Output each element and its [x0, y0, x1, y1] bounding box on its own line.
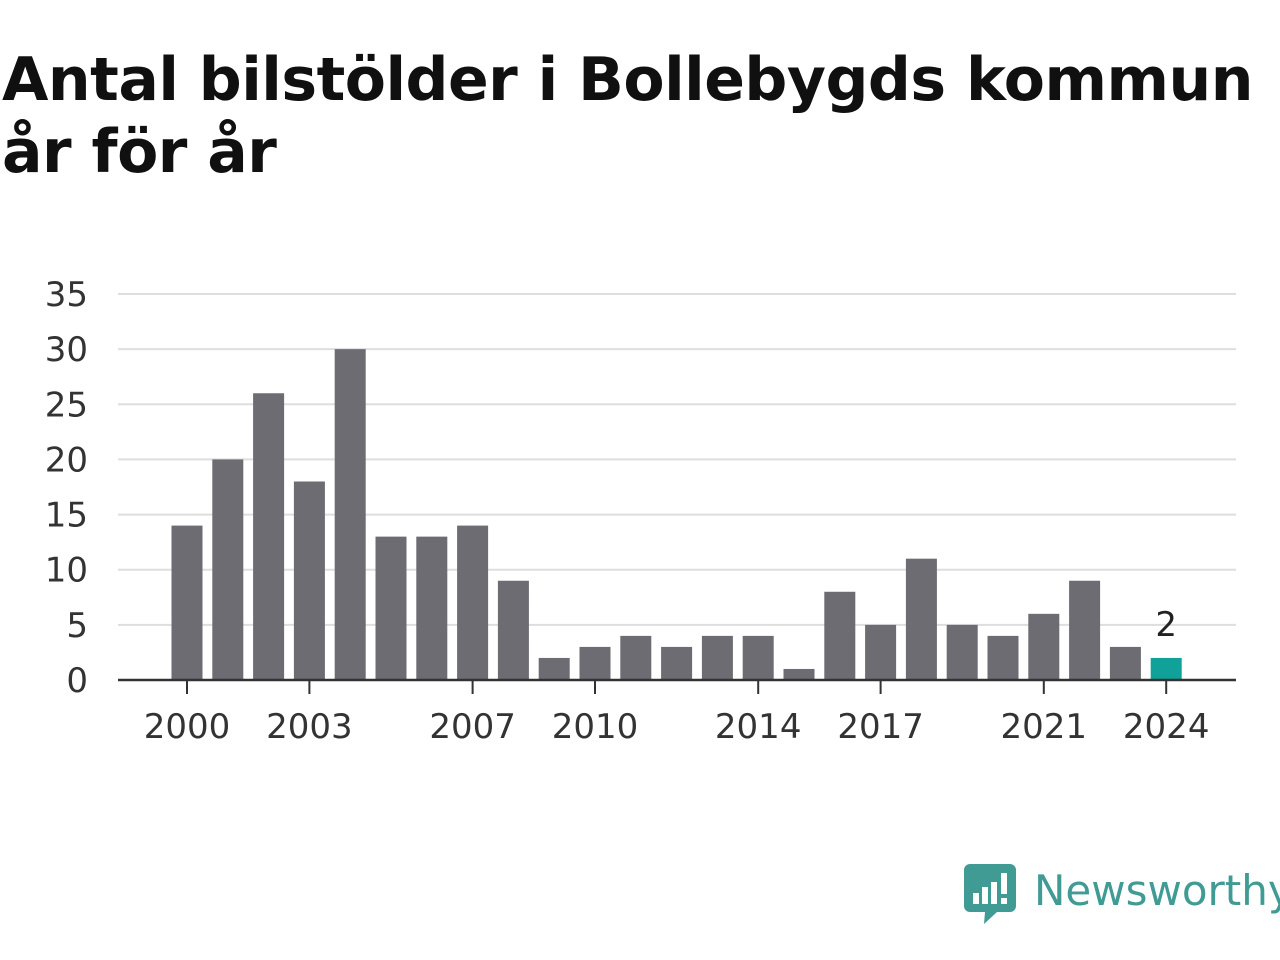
brand-logo: Newsworthy — [964, 864, 1280, 928]
bar-2017 — [865, 624, 897, 680]
brand-name: Newsworthy — [1034, 866, 1280, 915]
data-label-2024: 2 — [1155, 605, 1177, 645]
bar-2021 — [1028, 613, 1060, 680]
x-tick-label: 2003 — [266, 707, 353, 747]
bar-2003 — [293, 481, 325, 680]
y-tick-label: 25 — [45, 385, 88, 425]
bar-2015 — [783, 668, 815, 680]
x-tick-label: 2000 — [144, 707, 231, 747]
bar-2024 — [1150, 657, 1182, 680]
bar-2001 — [212, 459, 244, 680]
x-tick-label: 2007 — [429, 707, 516, 747]
y-tick-label: 15 — [45, 496, 88, 536]
y-tick-label: 0 — [66, 661, 88, 701]
y-tick-label: 10 — [45, 551, 88, 591]
x-tick-label: 2010 — [552, 707, 639, 747]
bar-2023 — [1109, 646, 1141, 680]
x-tick-label: 2024 — [1123, 707, 1210, 747]
bars — [171, 349, 1182, 680]
bar-2011 — [620, 635, 652, 680]
bar-2005 — [375, 536, 407, 680]
chart-title: Antal bilstölder i Bollebygds kommun år … — [2, 45, 1253, 187]
bar-2022 — [1069, 580, 1101, 680]
y-axis: 0 5 10 15 20 25 30 35 — [45, 275, 88, 701]
y-tick-label: 20 — [45, 440, 88, 480]
bar-2002 — [253, 393, 285, 680]
bar-2019 — [946, 624, 978, 680]
bar-2006 — [416, 536, 448, 680]
bar-2013 — [701, 635, 733, 680]
bar-2010 — [579, 646, 611, 680]
bar-2020 — [987, 635, 1019, 680]
x-tick-label: 2017 — [837, 707, 924, 747]
y-tick-label: 5 — [66, 606, 88, 646]
x-tick-label: 2014 — [715, 707, 802, 747]
x-axis: 2000 2003 2007 2010 2014 2017 2021 2024 — [118, 678, 1236, 747]
data-labels: 2 — [1155, 605, 1177, 645]
bar-2007 — [457, 525, 489, 680]
bar-2014 — [742, 635, 774, 680]
bar-2012 — [661, 646, 693, 680]
bar-2009 — [538, 657, 570, 680]
bar-2000 — [171, 525, 203, 680]
bar-2008 — [497, 580, 529, 680]
y-tick-label: 30 — [45, 330, 88, 370]
y-tick-label: 35 — [45, 275, 88, 315]
x-tick-label: 2021 — [1001, 707, 1088, 747]
bar-2018 — [905, 558, 937, 680]
bar-2016 — [824, 591, 856, 680]
grid-lines — [118, 293, 1236, 626]
bar-2004 — [334, 349, 366, 680]
bar-chart-speech-bubble-icon — [964, 864, 1016, 924]
